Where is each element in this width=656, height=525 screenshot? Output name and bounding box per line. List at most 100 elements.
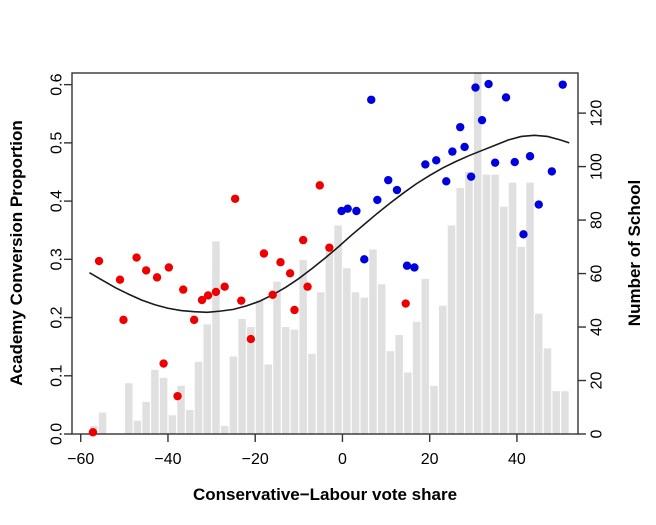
histogram-bar [142, 401, 150, 434]
histogram-bar [255, 300, 264, 434]
y-axis-title-right: Number of School [625, 180, 644, 326]
histogram-bar [377, 284, 386, 434]
x-tick-label: −20 [242, 451, 269, 468]
data-point [259, 249, 269, 258]
histogram-bar [247, 327, 255, 434]
data-point [460, 142, 469, 152]
data-point [360, 255, 369, 264]
data-point [285, 269, 295, 278]
histogram-bar [517, 246, 526, 434]
y-tick-label: 0.3 [49, 248, 66, 270]
data-point [197, 295, 207, 305]
histogram-bar [439, 305, 447, 434]
data-point [220, 282, 229, 291]
histogram-bar [465, 171, 473, 434]
blue-series-points [337, 79, 567, 272]
histogram-bar [203, 324, 211, 434]
data-point [471, 83, 480, 92]
histogram-bar [491, 174, 499, 435]
histogram-bar [447, 225, 456, 434]
data-point [303, 282, 312, 291]
data-point [203, 291, 213, 300]
histogram-bar [526, 182, 534, 434]
x-tick-label: 0 [338, 451, 347, 468]
histogram-bar [229, 356, 238, 434]
data-point [230, 194, 240, 203]
data-point [152, 273, 162, 282]
histogram-bar [325, 246, 334, 434]
histogram-bars [90, 73, 569, 435]
histogram-bar [177, 385, 185, 434]
data-point [290, 305, 299, 315]
y2-tick-label: 120 [589, 100, 606, 127]
data-point [547, 167, 557, 176]
data-point [525, 152, 535, 161]
histogram-bar [186, 409, 194, 434]
data-point [268, 290, 277, 300]
data-point [384, 175, 393, 185]
histogram-bar [220, 425, 229, 434]
y-tick-label: 0.4 [49, 190, 66, 212]
x-tick-label: 20 [421, 451, 439, 468]
data-point [477, 115, 487, 125]
data-point [164, 263, 174, 272]
y2-tick-label: 100 [589, 153, 606, 180]
plot-frame [71, 72, 579, 435]
histogram-bar [421, 278, 430, 434]
x-axis-title: Conservative−Labour vote share [193, 485, 457, 504]
histogram-bar [151, 369, 159, 434]
data-point [401, 299, 410, 308]
y-tick-label: 0.0 [49, 423, 66, 445]
histogram-bar [281, 327, 290, 434]
data-point [132, 253, 141, 262]
y2-tick-label: 40 [589, 318, 606, 336]
histogram-bar [386, 351, 395, 434]
histogram-bar [133, 420, 142, 434]
data-point [448, 147, 457, 156]
data-point [367, 95, 376, 104]
histogram-bar [430, 385, 438, 434]
data-point [534, 200, 543, 209]
fit-curve-group [89, 134, 570, 314]
data-point [246, 334, 256, 344]
histogram-bar [124, 383, 133, 434]
x-tick-label: −40 [154, 451, 181, 468]
histogram-bar [98, 412, 107, 434]
data-point [94, 256, 104, 266]
histogram-bar [369, 249, 377, 434]
histogram-bar [159, 377, 168, 434]
histogram-bar [168, 415, 177, 434]
histogram-bar [500, 206, 508, 434]
histogram-bar [212, 241, 220, 434]
histogram-bar [561, 391, 569, 434]
histogram-bar [473, 73, 482, 434]
fit-curve [89, 134, 570, 314]
x-tick-label: −60 [67, 451, 94, 468]
data-point [141, 266, 151, 275]
data-point [298, 235, 308, 245]
data-point [442, 177, 451, 186]
data-point [325, 243, 334, 252]
histogram-bar [508, 182, 517, 434]
y-tick-label: 0.1 [49, 365, 66, 387]
histogram-bar [334, 225, 342, 434]
data-point [343, 204, 352, 213]
data-point [456, 122, 465, 132]
histogram-bar [412, 321, 421, 434]
histogram-bar [360, 297, 369, 434]
histogram-bar [264, 364, 273, 434]
histogram-bar [273, 281, 281, 434]
data-point [410, 263, 419, 272]
x-axis: −60 −40 −20 0 20 40 [67, 434, 526, 468]
data-point [373, 195, 382, 205]
y2-tick-label: 0 [589, 429, 606, 438]
data-point [402, 261, 412, 270]
histogram-bar [290, 329, 299, 434]
red-series-points [88, 181, 410, 437]
histogram-bar [238, 319, 246, 434]
data-point [392, 185, 402, 195]
data-point [421, 160, 430, 169]
data-point [315, 181, 324, 190]
